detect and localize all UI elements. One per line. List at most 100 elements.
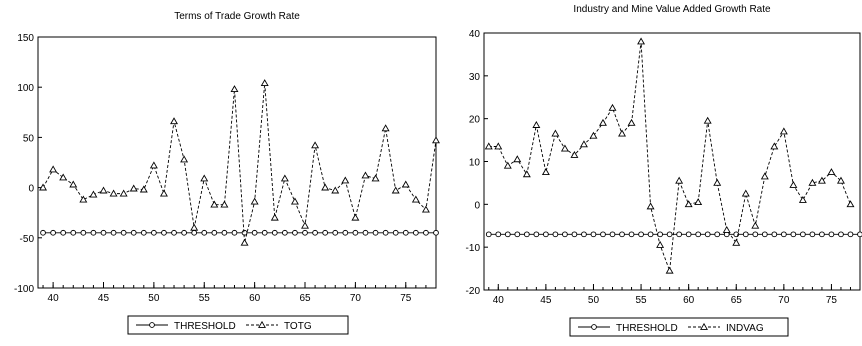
threshold-point: [342, 229, 349, 236]
series-totg: [39, 79, 440, 246]
threshold-point: [666, 231, 673, 238]
indvag-point: [779, 127, 788, 135]
totg-point: [190, 223, 199, 231]
threshold-point: [676, 231, 682, 238]
threshold-point: [790, 231, 797, 238]
indvag-point: [579, 140, 588, 148]
legend-label: TOTG: [284, 321, 312, 332]
legend-label: THRESHOLD: [616, 323, 678, 334]
totg-point: [311, 141, 320, 149]
indvag-point: [751, 221, 760, 229]
threshold-point: [110, 229, 117, 236]
threshold-point: [372, 229, 379, 236]
chart-1: Terms of Trade Growth Rate 150 100 50 0 -50 -1…: [14, 11, 440, 335]
x-tick-label: 55: [199, 293, 211, 304]
threshold-point: [742, 231, 749, 238]
y-tick-label: 100: [17, 83, 34, 94]
threshold-point: [628, 231, 635, 238]
totg-point: [69, 180, 78, 188]
threshold-point: [191, 229, 198, 236]
indvag-point: [665, 266, 674, 274]
indvag-point: [827, 168, 836, 176]
threshold-point: [332, 229, 339, 236]
x-tick-label: 45: [98, 293, 110, 304]
x-tick-label: 50: [588, 295, 600, 306]
totg-point: [240, 238, 249, 246]
totg-point: [39, 183, 48, 191]
totg-point: [250, 197, 259, 205]
threshold-point: [433, 229, 439, 236]
threshold-point: [292, 229, 298, 236]
threshold-point: [181, 229, 187, 236]
y-tick-label: 20: [469, 115, 481, 126]
threshold-point: [685, 231, 692, 238]
totg-point: [220, 200, 229, 208]
threshold-point: [638, 231, 644, 238]
chart-title: Terms of Trade Growth Rate: [174, 11, 300, 22]
indvag-point: [541, 168, 550, 176]
totg-point: [230, 85, 239, 93]
legend-marker: [591, 324, 597, 330]
totg-point: [210, 200, 219, 208]
x-tick-label: 75: [400, 293, 412, 304]
totg-point: [200, 174, 209, 182]
totg-point: [119, 189, 128, 197]
totg-point: [371, 174, 380, 182]
threshold-point: [552, 231, 559, 238]
threshold-point: [302, 229, 308, 236]
indvag-point: [589, 131, 598, 139]
totg-point: [89, 190, 98, 198]
y-tick-label: -50: [20, 234, 35, 245]
threshold-point: [402, 229, 409, 236]
indvag-point: [627, 118, 636, 126]
indvag-point: [836, 176, 845, 184]
threshold-point: [495, 231, 502, 238]
indvag-point: [551, 129, 560, 137]
y-tick-label: 0: [28, 184, 34, 195]
threshold-point: [70, 229, 77, 236]
indvag-point: [760, 172, 769, 180]
indvag-point: [703, 116, 712, 124]
threshold-point: [600, 231, 606, 238]
x-tick-label: 55: [636, 295, 648, 306]
totg-point: [109, 189, 118, 197]
series-indvag: [484, 37, 855, 274]
legend-label: THRESHOLD: [174, 321, 236, 332]
threshold-point: [392, 229, 399, 236]
threshold-point: [231, 229, 238, 236]
threshold-point: [362, 229, 369, 236]
indvag-point: [532, 120, 541, 128]
indvag-point: [732, 238, 741, 246]
indvag-point: [808, 178, 817, 186]
threshold-point: [838, 231, 844, 238]
legend-marker: [149, 322, 155, 328]
threshold-point: [322, 229, 329, 236]
threshold-point: [90, 229, 97, 236]
y-tick-label: 40: [469, 29, 481, 40]
indvag-point: [484, 142, 493, 150]
threshold-point: [704, 231, 711, 238]
threshold-point: [201, 229, 208, 236]
x-tick-label: 40: [493, 295, 505, 306]
threshold-point: [120, 229, 127, 236]
threshold-point: [543, 231, 549, 238]
threshold-point: [809, 231, 816, 238]
indvag-point: [817, 176, 826, 184]
x-tick-label: 75: [826, 295, 838, 306]
x-tick-label: 50: [148, 293, 160, 304]
totg-point: [149, 161, 158, 169]
indvag-point: [675, 176, 684, 184]
threshold-point: [657, 231, 663, 238]
indvag-point: [503, 161, 512, 169]
threshold-point: [590, 231, 597, 238]
x-tick-label: 70: [350, 293, 362, 304]
threshold-point: [619, 231, 625, 238]
y-tick-label: 30: [469, 72, 481, 83]
totg-line: [42, 83, 437, 243]
totg-point: [99, 186, 108, 194]
threshold-point: [752, 231, 759, 238]
totg-point: [341, 176, 350, 184]
indvag-point: [513, 155, 522, 163]
threshold-point: [282, 229, 288, 236]
